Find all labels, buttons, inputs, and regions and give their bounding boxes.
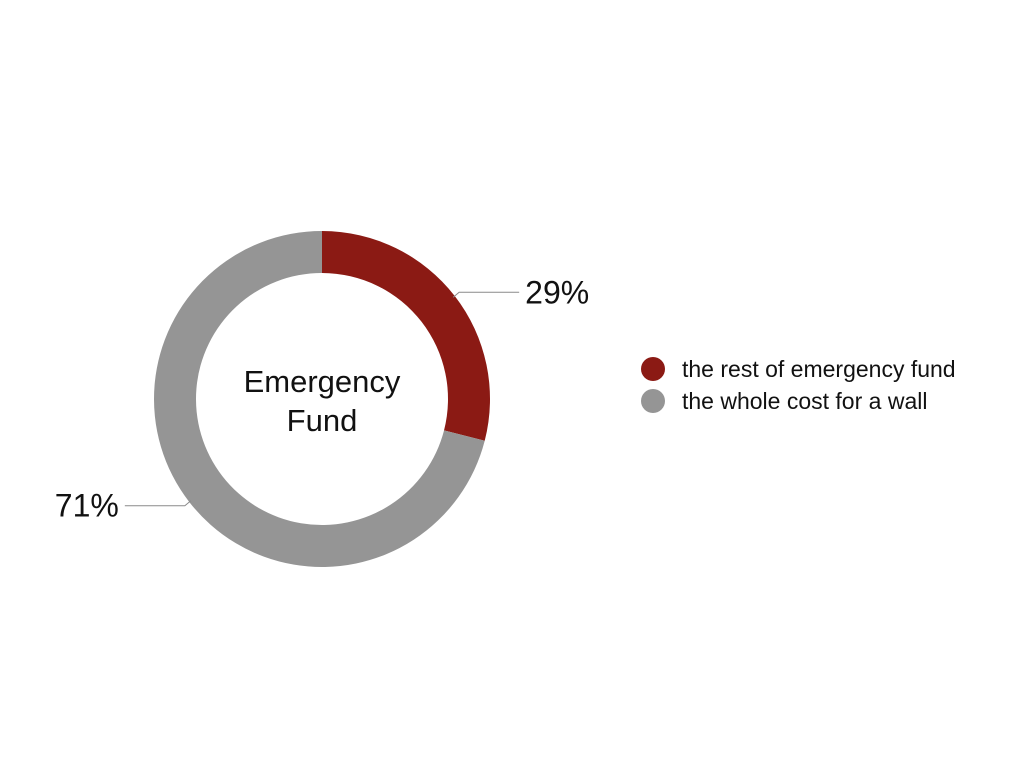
leader-line-1 bbox=[124, 500, 192, 507]
leader-line-0 bbox=[452, 291, 520, 298]
legend-swatch bbox=[641, 389, 665, 413]
donut-slice-0 bbox=[322, 231, 490, 441]
center-label-line-1: Emergency bbox=[244, 364, 401, 399]
slice-percent-label-0: 29% bbox=[525, 274, 589, 310]
donut-slices bbox=[153, 231, 490, 567]
legend: the rest of emergency fund the whole cos… bbox=[641, 353, 956, 417]
legend-item-wall-cost: the whole cost for a wall bbox=[641, 385, 956, 417]
slice-percent-label-1: 71% bbox=[55, 488, 119, 524]
leader-lines bbox=[124, 291, 520, 507]
center-label-line-2: Fund bbox=[287, 403, 358, 438]
legend-label: the whole cost for a wall bbox=[682, 387, 928, 414]
legend-label: the rest of emergency fund bbox=[682, 355, 956, 382]
legend-item-rest-of-fund: the rest of emergency fund bbox=[641, 353, 956, 385]
legend-swatch bbox=[641, 357, 665, 381]
percentage-labels: 29% 71% bbox=[55, 274, 589, 523]
